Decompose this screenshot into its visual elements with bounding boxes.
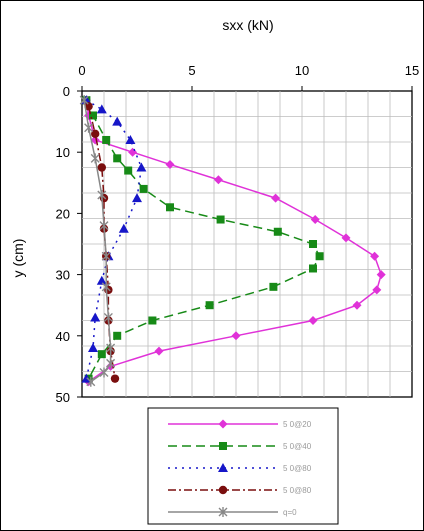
data-point xyxy=(308,316,318,325)
x-tick-label: 15 xyxy=(405,63,419,78)
data-point xyxy=(118,223,129,233)
legend-marker xyxy=(218,485,228,495)
data-point xyxy=(106,343,116,354)
series-group xyxy=(79,95,386,387)
legend-entry: 5 0@40 xyxy=(168,442,312,451)
data-point xyxy=(315,252,324,261)
data-point xyxy=(216,215,225,224)
data-point xyxy=(99,220,109,231)
data-point xyxy=(89,111,97,120)
data-point xyxy=(88,343,98,353)
data-point xyxy=(166,203,174,212)
data-point xyxy=(113,154,122,163)
y-axis-title: y (cm) xyxy=(10,239,26,278)
data-point xyxy=(352,300,362,310)
data-point xyxy=(310,215,320,225)
data-point xyxy=(154,346,164,356)
data-point xyxy=(110,374,120,383)
data-point xyxy=(309,240,317,248)
data-point xyxy=(370,251,380,261)
gridlines xyxy=(82,91,412,397)
data-point xyxy=(273,227,282,236)
data-point xyxy=(101,251,111,262)
data-point xyxy=(139,184,148,193)
data-point xyxy=(136,162,147,172)
data-point xyxy=(102,135,111,144)
data-point xyxy=(79,95,89,106)
data-point xyxy=(84,102,93,111)
data-point xyxy=(271,193,281,203)
data-point xyxy=(124,166,133,175)
data-point xyxy=(97,190,107,201)
legend-marker xyxy=(218,419,228,429)
legend-marker xyxy=(218,507,228,517)
legend-entry: q=0 xyxy=(168,507,297,517)
legend-label: q=0 xyxy=(283,508,297,517)
legend-label: 5 0@80 xyxy=(283,464,312,473)
data-point xyxy=(205,301,214,310)
data-point xyxy=(231,331,241,341)
y-tick-label: 40 xyxy=(56,329,70,344)
x-tick-label: 5 xyxy=(188,63,195,78)
data-point xyxy=(132,193,142,203)
data-point xyxy=(112,116,123,126)
data-point xyxy=(269,282,278,291)
data-point xyxy=(125,134,136,144)
data-point xyxy=(91,129,100,139)
y-tick-label: 20 xyxy=(56,206,70,221)
data-point xyxy=(341,233,351,243)
data-point xyxy=(213,175,223,185)
y-axis: 0 10 20 30 40 50 xyxy=(56,84,82,405)
series-line xyxy=(85,99,143,379)
data-point xyxy=(97,163,107,172)
y-tick-label: 30 xyxy=(56,268,70,283)
legend xyxy=(147,407,339,525)
data-point xyxy=(101,281,111,292)
y-tick-label: 10 xyxy=(56,145,70,160)
x-tick-label: 10 xyxy=(295,63,309,78)
data-point xyxy=(106,358,116,369)
data-point xyxy=(103,312,113,323)
data-point xyxy=(84,122,94,133)
data-point xyxy=(376,270,386,280)
data-point xyxy=(113,331,122,340)
series-line xyxy=(85,100,382,383)
data-point xyxy=(148,316,157,325)
data-point xyxy=(96,275,107,285)
legend-items: 5 0@20 5 0@40 5 0@80 5 0@80 q=0 xyxy=(168,419,312,517)
legend-entry: 5 0@20 xyxy=(168,419,312,429)
legend-entry: 5 0@80 xyxy=(168,463,312,473)
legend-entry: 5 0@80 xyxy=(168,485,312,495)
legend-label: 5 0@40 xyxy=(283,442,312,451)
legend-label: 5 0@80 xyxy=(283,486,312,495)
x-tick-label: 0 xyxy=(78,63,85,78)
x-axis: 0 5 10 15 xyxy=(78,63,419,91)
data-point xyxy=(96,104,107,114)
data-point xyxy=(99,367,109,378)
data-point xyxy=(86,376,96,387)
y-tick-label: 0 xyxy=(63,84,70,99)
data-point xyxy=(90,312,101,322)
legend-label: 5 0@20 xyxy=(283,420,312,429)
series-5 xyxy=(79,95,116,387)
legend-marker xyxy=(218,463,228,472)
data-point xyxy=(165,159,175,169)
x-axis-title: sxx (kN) xyxy=(222,17,273,33)
y-tick-label: 50 xyxy=(56,390,70,405)
data-point xyxy=(90,153,100,164)
legend-marker xyxy=(219,442,227,450)
data-point xyxy=(97,350,106,359)
data-point xyxy=(372,285,382,295)
data-point xyxy=(309,264,317,273)
